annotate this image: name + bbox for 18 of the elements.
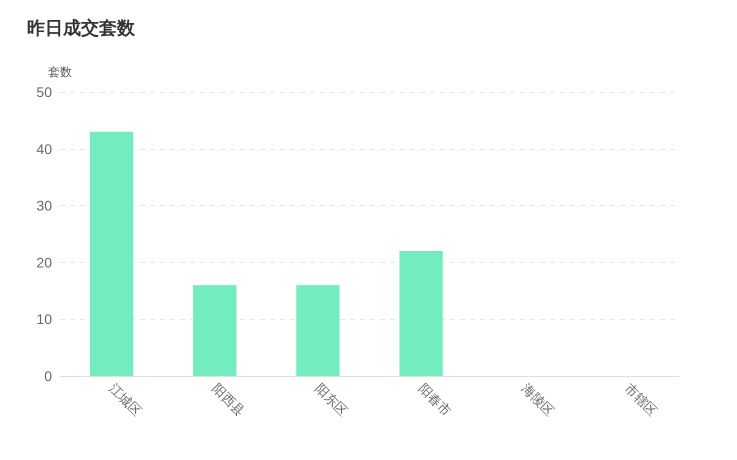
x-tick-label: 海陵区 [518,380,558,419]
bar [296,285,340,376]
x-tick-label: 阳春市 [416,380,454,419]
y-tick-label: 40 [36,140,52,157]
bar [193,285,236,376]
bar [90,132,134,376]
y-tick-label: 30 [36,198,52,214]
y-tick-label: 50 [36,84,52,100]
y-tick-label: 20 [36,254,52,270]
x-tick-label: 阳东区 [312,380,351,419]
bar [399,251,443,376]
x-tick-label: 市辖区 [622,380,660,419]
x-tick-label: 阳西县 [209,380,248,419]
x-tick-label: 江城区 [106,380,144,419]
chart-title: 昨日成交套数 [27,18,136,38]
y-tick-label: 0 [44,368,52,384]
y-axis-title: 套数 [48,65,72,79]
y-tick-label: 10 [36,311,52,328]
